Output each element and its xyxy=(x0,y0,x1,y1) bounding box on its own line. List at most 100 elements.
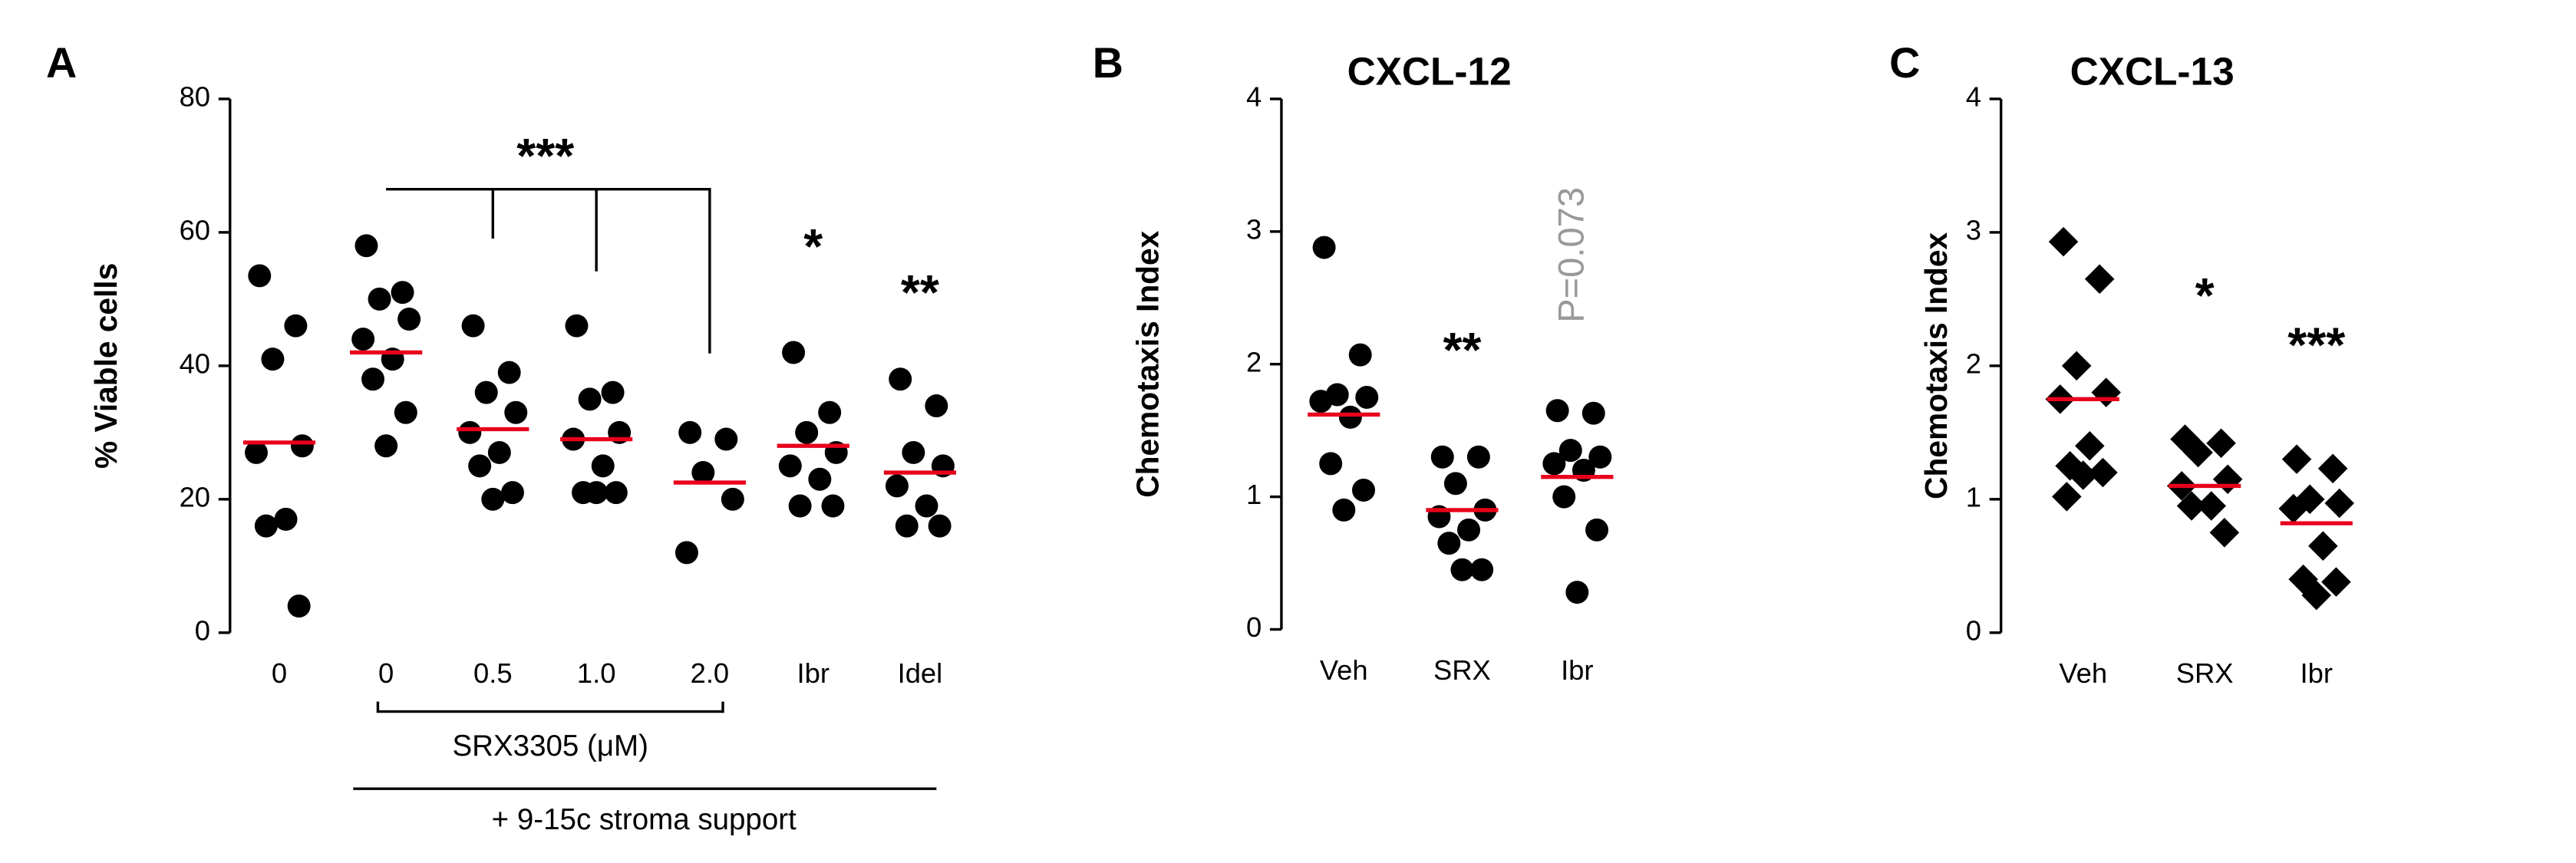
point xyxy=(2176,491,2207,521)
point xyxy=(1565,581,1589,604)
point xyxy=(290,434,314,458)
point xyxy=(504,400,528,424)
point xyxy=(1348,343,1372,367)
point xyxy=(1351,478,1375,502)
point xyxy=(391,281,414,305)
point xyxy=(821,494,845,518)
point xyxy=(601,380,625,404)
point xyxy=(1332,498,1356,522)
y-tick-label: 3 xyxy=(1246,213,1262,245)
y-tick-label: 2 xyxy=(1246,346,1262,377)
x-tick-label: 0.5 xyxy=(473,657,513,689)
x-tick-label: Ibr xyxy=(797,657,830,689)
y-tick-label: 4 xyxy=(1246,81,1262,113)
point xyxy=(1355,385,1379,409)
point xyxy=(1545,399,1569,423)
point xyxy=(1457,518,1480,542)
annotation: * xyxy=(803,219,823,274)
point xyxy=(374,434,398,458)
x-tick-label: 0 xyxy=(378,657,394,689)
point xyxy=(585,481,609,505)
point xyxy=(261,348,285,371)
point xyxy=(578,387,602,411)
point xyxy=(2206,428,2236,459)
point xyxy=(284,314,308,338)
panel-letter: B xyxy=(1093,39,1123,87)
x-tick-label: Ibr xyxy=(1561,654,1593,686)
panel-letter: A xyxy=(46,39,77,87)
point xyxy=(1582,401,1605,425)
point xyxy=(458,420,482,444)
panel-letter: C xyxy=(1889,39,1920,87)
point xyxy=(1319,452,1343,476)
point xyxy=(782,341,806,364)
annotation: P=0.073 xyxy=(1550,187,1591,323)
point xyxy=(2278,493,2309,524)
y-axis-label: Chemotaxis Index xyxy=(1918,232,1954,499)
point xyxy=(721,487,744,511)
point xyxy=(2324,488,2354,519)
point xyxy=(675,541,698,565)
y-tick-label: 0 xyxy=(1966,614,1981,646)
significance-bracket xyxy=(386,187,711,354)
point xyxy=(925,394,948,418)
annotation: *** xyxy=(2287,317,2345,372)
point xyxy=(808,467,832,491)
point xyxy=(361,367,384,391)
point xyxy=(2061,351,2092,381)
panel-title: CXCL-13 xyxy=(2070,48,2235,93)
point xyxy=(1552,485,1576,509)
point xyxy=(487,440,511,464)
point xyxy=(2196,491,2226,521)
x-tick-label: 1.0 xyxy=(577,657,616,689)
annotation: ** xyxy=(901,265,939,320)
y-tick-label: 2 xyxy=(1966,348,1981,379)
annotation: *** xyxy=(516,128,574,183)
point xyxy=(591,454,615,478)
point xyxy=(497,361,521,384)
y-tick-label: 80 xyxy=(180,81,210,113)
point xyxy=(795,420,819,444)
point xyxy=(2308,531,2338,561)
point xyxy=(902,440,925,464)
point xyxy=(481,487,505,511)
y-tick-label: 3 xyxy=(1966,215,1981,246)
point xyxy=(885,474,909,498)
point xyxy=(461,314,485,338)
point xyxy=(565,314,589,338)
point xyxy=(1588,445,1612,469)
point xyxy=(714,427,738,451)
point xyxy=(1558,439,1582,463)
point xyxy=(355,234,378,258)
point xyxy=(818,400,842,424)
point xyxy=(691,461,715,485)
point xyxy=(248,264,272,288)
point xyxy=(2301,580,2331,611)
point xyxy=(368,287,391,311)
point xyxy=(351,328,375,351)
point xyxy=(1312,236,1336,259)
point xyxy=(2091,377,2121,407)
y-axis-label: % Viable cells xyxy=(88,263,124,469)
point xyxy=(678,420,702,444)
y-tick-label: 0 xyxy=(1246,611,1262,643)
y-axis-label: Chemotaxis Index xyxy=(1130,230,1165,497)
point xyxy=(788,494,812,518)
point xyxy=(1430,445,1454,469)
point xyxy=(928,514,952,538)
point xyxy=(287,594,311,618)
y-tick-label: 20 xyxy=(180,481,210,512)
point xyxy=(245,440,268,464)
point xyxy=(778,454,802,478)
point xyxy=(1309,390,1333,413)
point xyxy=(895,514,919,538)
point xyxy=(604,481,628,505)
point xyxy=(468,454,492,478)
point xyxy=(2209,518,2240,548)
y-tick-label: 1 xyxy=(1966,481,1981,512)
point xyxy=(1443,472,1467,496)
point xyxy=(394,400,417,424)
point xyxy=(1338,405,1362,429)
x-tick-label: Idel xyxy=(898,657,943,689)
